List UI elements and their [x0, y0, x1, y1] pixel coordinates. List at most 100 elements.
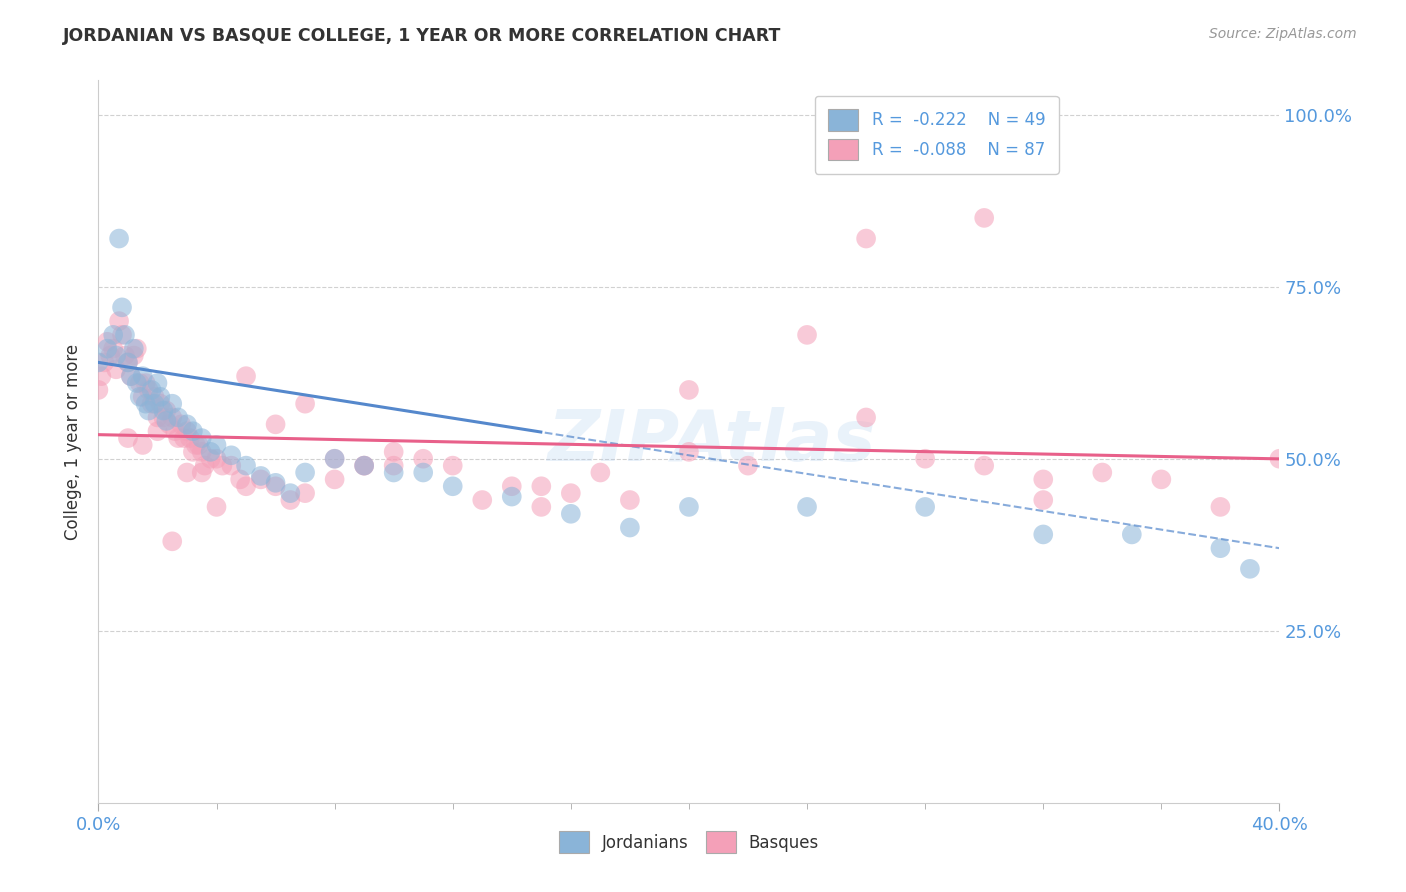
Point	[90, 369, 112, 384]
Point	[205, 500, 228, 514]
Point	[229, 472, 252, 486]
Point	[294, 466, 316, 480]
Point	[501, 490, 523, 504]
Point	[96, 342, 118, 356]
Point	[167, 410, 190, 425]
Point	[1032, 472, 1054, 486]
Text: Source: ZipAtlas.com: Source: ZipAtlas.com	[1209, 27, 1357, 41]
Point	[1091, 466, 1114, 480]
Point	[1209, 541, 1232, 556]
Point	[235, 369, 257, 384]
Point	[382, 466, 405, 480]
Point	[914, 451, 936, 466]
Point	[162, 410, 183, 425]
Point	[125, 376, 148, 390]
Point	[737, 458, 759, 473]
Point	[1268, 451, 1291, 466]
Point	[678, 383, 700, 397]
Point	[111, 327, 134, 342]
Y-axis label: College, 1 year or more: College, 1 year or more	[63, 343, 82, 540]
Point	[501, 479, 523, 493]
Point	[855, 231, 877, 245]
Point	[138, 403, 160, 417]
Point	[162, 534, 183, 549]
Point	[678, 445, 700, 459]
Point	[108, 314, 131, 328]
Point	[560, 507, 582, 521]
Point	[353, 458, 375, 473]
Text: ZIPAtlas: ZIPAtlas	[548, 407, 877, 476]
Point	[855, 410, 877, 425]
Point	[103, 342, 125, 356]
Point	[1209, 500, 1232, 514]
Point	[143, 397, 166, 411]
Point	[264, 479, 287, 493]
Point	[235, 479, 257, 493]
Point	[205, 451, 228, 466]
Point	[98, 349, 121, 363]
Point	[294, 486, 316, 500]
Point	[128, 390, 150, 404]
Point	[441, 479, 464, 493]
Point	[678, 500, 700, 514]
Point	[191, 466, 214, 480]
Point	[250, 472, 273, 486]
Point	[162, 397, 183, 411]
Point	[165, 424, 187, 438]
Point	[149, 397, 172, 411]
Point	[200, 451, 222, 466]
Point	[235, 458, 257, 473]
Point	[973, 458, 995, 473]
Point	[176, 417, 198, 432]
Point	[173, 431, 195, 445]
Point	[117, 355, 139, 369]
Point	[155, 403, 177, 417]
Point	[141, 397, 163, 411]
Point	[796, 500, 818, 514]
Point	[191, 445, 214, 459]
Point	[122, 349, 145, 363]
Point	[105, 362, 128, 376]
Point	[170, 417, 193, 432]
Point	[382, 458, 405, 473]
Point	[914, 500, 936, 514]
Point	[471, 493, 494, 508]
Point	[108, 231, 131, 245]
Point	[211, 458, 233, 473]
Point	[221, 448, 243, 462]
Point	[353, 458, 375, 473]
Point	[280, 493, 302, 508]
Point	[132, 390, 155, 404]
Point	[103, 327, 125, 342]
Point	[619, 520, 641, 534]
Point	[132, 438, 155, 452]
Point	[264, 475, 287, 490]
Point	[149, 390, 172, 404]
Point	[1032, 493, 1054, 508]
Point	[187, 438, 209, 452]
Point	[619, 493, 641, 508]
Point	[125, 342, 148, 356]
Text: JORDANIAN VS BASQUE COLLEGE, 1 YEAR OR MORE CORRELATION CHART: JORDANIAN VS BASQUE COLLEGE, 1 YEAR OR M…	[63, 27, 782, 45]
Point	[530, 479, 553, 493]
Point	[132, 369, 155, 384]
Point	[412, 451, 434, 466]
Point	[530, 500, 553, 514]
Point	[176, 466, 198, 480]
Point	[87, 383, 110, 397]
Point	[114, 327, 136, 342]
Point	[181, 424, 204, 438]
Point	[179, 431, 201, 445]
Point	[205, 438, 228, 452]
Point	[181, 445, 204, 459]
Point	[280, 486, 302, 500]
Point	[128, 376, 150, 390]
Point	[184, 438, 207, 452]
Point	[194, 458, 217, 473]
Point	[221, 458, 243, 473]
Point	[1121, 527, 1143, 541]
Point	[157, 417, 180, 432]
Point	[155, 414, 177, 428]
Point	[1150, 472, 1173, 486]
Point	[93, 355, 115, 369]
